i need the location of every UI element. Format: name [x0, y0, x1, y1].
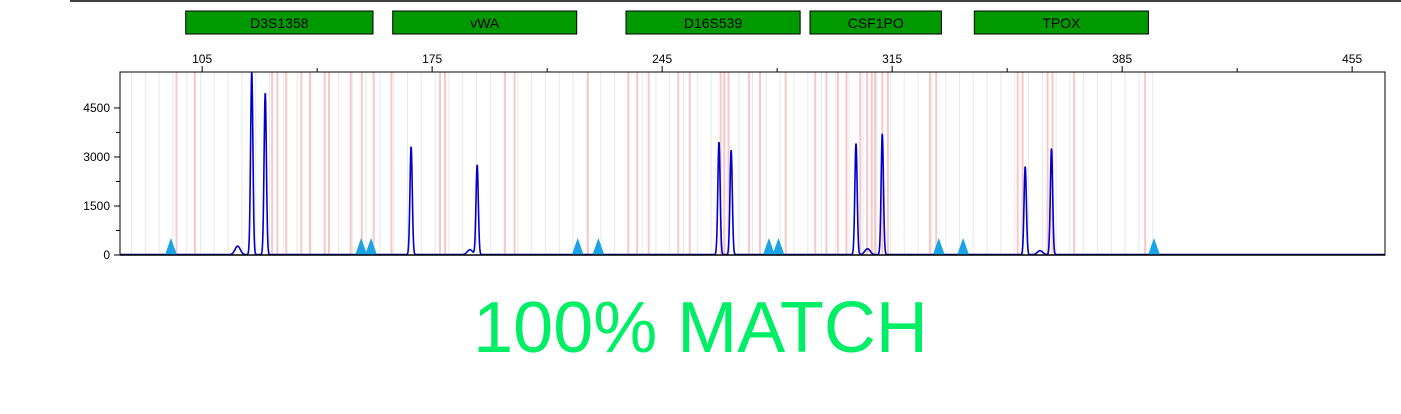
locus-box-tpox — [973, 10, 1149, 35]
y-tick-label: 0 — [103, 248, 110, 262]
x-tick-label: 175 — [422, 52, 442, 66]
size-standard-marker — [762, 238, 775, 255]
locus-box-d3s1358 — [185, 10, 374, 35]
x-tick-label: 105 — [192, 52, 212, 66]
axes: 0 1500 3000 4500 105 175 245 315 385 455 — [83, 52, 1386, 262]
locus-bar: D3S1358 vWA D16S539 CSF1PO TPOX — [185, 10, 1149, 35]
match-result-text: 100% MATCH — [473, 288, 928, 368]
x-tick-label: 385 — [1112, 52, 1132, 66]
size-standard-marker — [772, 238, 785, 255]
x-tick-label: 455 — [1342, 52, 1362, 66]
size-standard-marker — [592, 238, 605, 255]
size-standard-markers — [164, 238, 1161, 255]
size-standard-marker — [932, 238, 945, 255]
locus-label-vwa: vWA — [470, 15, 500, 31]
size-standard-marker — [957, 238, 970, 255]
y-tick-label: 3000 — [83, 150, 110, 164]
locus-label-tpox: TPOX — [1042, 15, 1081, 31]
x-tick-label: 245 — [652, 52, 672, 66]
allele-bin-lines — [175, 72, 1147, 255]
locus-box-csf1po — [809, 10, 942, 35]
size-standard-marker — [1148, 238, 1161, 255]
y-tick-label: 1500 — [83, 199, 110, 213]
size-standard-marker — [365, 238, 378, 255]
y-tick-label: 4500 — [83, 101, 110, 115]
locus-box-d16s539 — [625, 10, 801, 35]
size-standard-marker — [164, 238, 177, 255]
locus-box-vwa — [392, 10, 578, 35]
x-tick-label: 315 — [882, 52, 902, 66]
locus-label-csf1po: CSF1PO — [848, 15, 904, 31]
locus-label-d3s1358: D3S1358 — [250, 15, 309, 31]
size-standard-marker — [571, 238, 584, 255]
locus-label-d16s539: D16S539 — [684, 15, 743, 31]
grid-lines — [131, 72, 1154, 255]
size-standard-marker — [355, 238, 368, 255]
